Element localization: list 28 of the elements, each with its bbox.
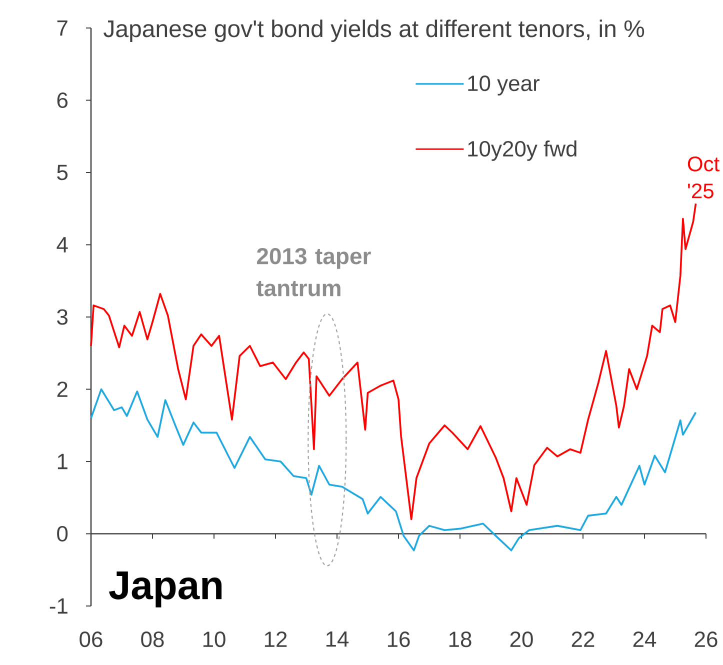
x-tick-label: 14 (326, 632, 349, 647)
annotation: Oct '25 (688, 156, 720, 198)
y-tick-label: 7 (57, 20, 68, 36)
x-tick-label: 10 (203, 632, 226, 648)
x-tick-label: 22 (572, 632, 594, 647)
legend-label: 10y20y fwd (468, 140, 576, 161)
x-tick-label: 24 (633, 632, 656, 647)
y-tick-label: 5 (57, 164, 68, 180)
x-tick-label: 12 (264, 632, 287, 647)
annotation: Japan (109, 572, 222, 608)
line-series (90, 388, 697, 552)
y-tick-label: 2 (57, 382, 68, 397)
x-tick-label: 26 (694, 632, 718, 648)
y-tick-label: 3 (57, 309, 68, 325)
y-tick-label: -1 (50, 598, 68, 614)
x-tick-label: 18 (449, 632, 472, 648)
y-tick-label: 1 (58, 454, 68, 470)
chart-title: Japanese gov't bond yields at different tenors, in % (104, 20, 644, 42)
legend-label: 10 year (468, 76, 540, 96)
y-tick-label: 0 (57, 526, 68, 542)
x-tick-label: 16 (388, 632, 410, 648)
y-tick-label: 4 (56, 237, 68, 252)
x-tick-label: 08 (141, 632, 164, 648)
x-tick-label: 06 (80, 632, 102, 648)
annotation: 2013 taper tantrum (256, 248, 371, 296)
x-tick-label: 20 (510, 632, 533, 648)
y-tick-label: 6 (57, 92, 68, 108)
line-series (90, 202, 697, 520)
